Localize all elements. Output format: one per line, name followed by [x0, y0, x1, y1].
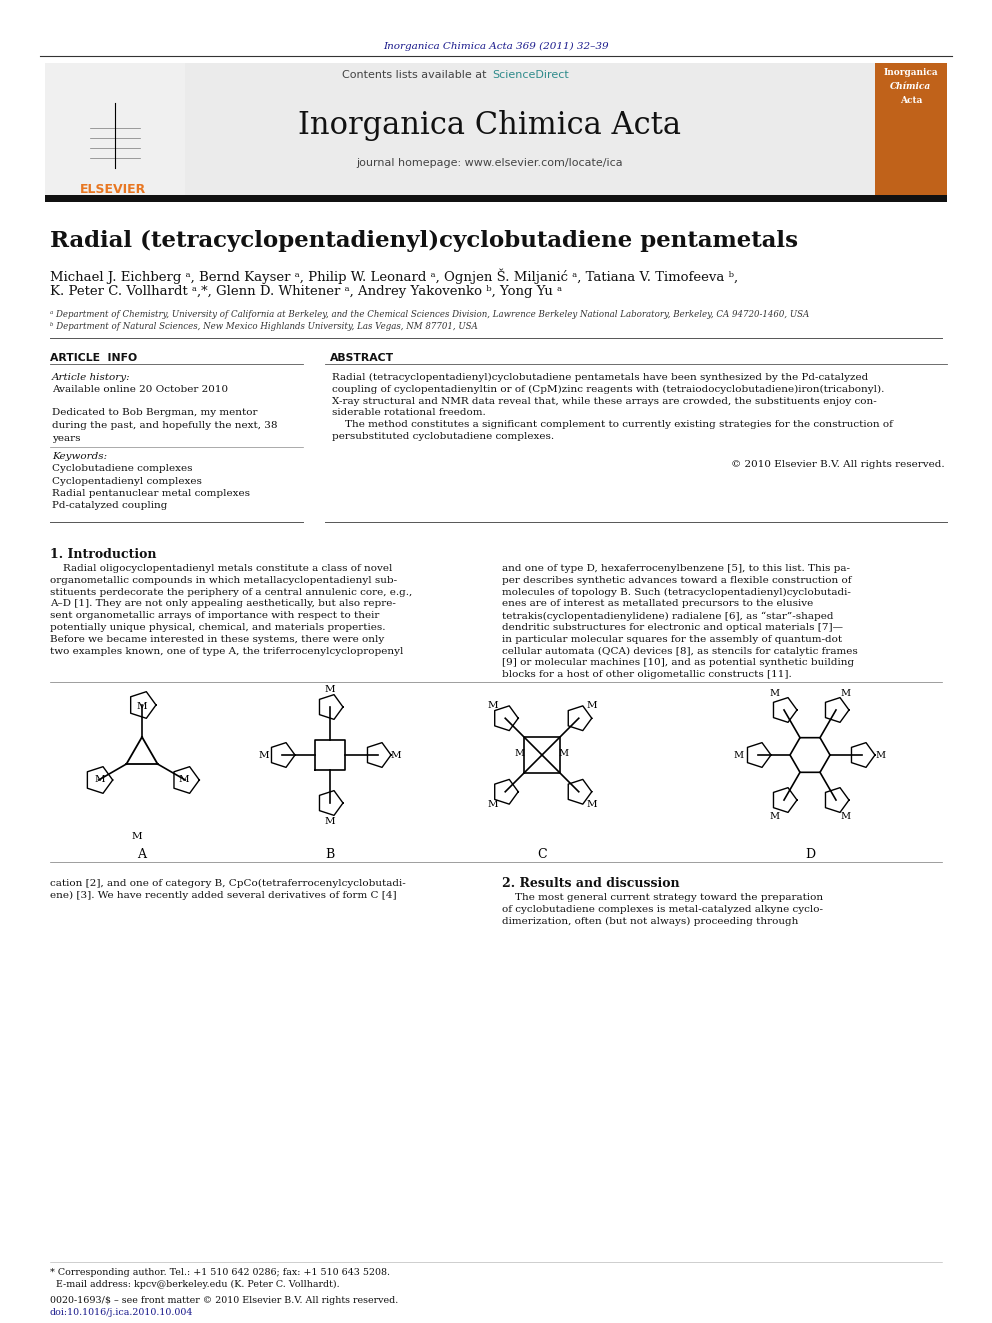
Text: M: M [94, 775, 105, 785]
Text: Michael J. Eichberg ᵃ, Bernd Kayser ᵃ, Philip W. Leonard ᵃ, Ognjen Š. Miljanić ᵃ: Michael J. Eichberg ᵃ, Bernd Kayser ᵃ, P… [50, 269, 738, 283]
Text: dimerization, often (but not always) proceeding through: dimerization, often (but not always) pro… [502, 917, 799, 926]
Text: The method constitutes a significant complement to currently existing strategies: The method constitutes a significant com… [332, 419, 893, 429]
Text: Keywords:: Keywords: [52, 452, 107, 460]
Text: coupling of cyclopentadienyltin or of (CpM)zinc reagents with (tetraiodocyclobut: coupling of cyclopentadienyltin or of (C… [332, 385, 885, 394]
Text: M: M [487, 800, 498, 808]
Text: ARTICLE  INFO: ARTICLE INFO [50, 353, 137, 363]
Text: M: M [259, 750, 269, 759]
Text: Cyclobutadiene complexes: Cyclobutadiene complexes [52, 464, 192, 474]
Text: dendritic substructures for electronic and optical materials [7]—: dendritic substructures for electronic a… [502, 623, 843, 632]
Text: sent organometallic arrays of importance with respect to their: sent organometallic arrays of importance… [50, 611, 379, 620]
Text: Inorganica Chimica Acta: Inorganica Chimica Acta [299, 110, 682, 142]
Text: The most general current strategy toward the preparation: The most general current strategy toward… [502, 893, 823, 902]
Text: Radial (tetracyclopentadienyl)cyclobutadiene pentametals have been synthesized b: Radial (tetracyclopentadienyl)cyclobutad… [332, 373, 868, 382]
Text: in particular molecular squares for the assembly of quantum-dot: in particular molecular squares for the … [502, 635, 842, 644]
Text: Article history:: Article history: [52, 373, 131, 382]
Text: Inorganica Chimica Acta 369 (2011) 32–39: Inorganica Chimica Acta 369 (2011) 32–39 [383, 42, 609, 52]
Text: Contents lists available at: Contents lists available at [342, 70, 490, 79]
Text: ELSEVIER: ELSEVIER [80, 183, 146, 196]
Text: potentially unique physical, chemical, and materials properties.: potentially unique physical, chemical, a… [50, 623, 386, 632]
Text: blocks for a host of other oligometallic constructs [11].: blocks for a host of other oligometallic… [502, 671, 792, 679]
Text: doi:10.1016/j.ica.2010.10.004: doi:10.1016/j.ica.2010.10.004 [50, 1308, 193, 1316]
Text: * Corresponding author. Tel.: +1 510 642 0286; fax: +1 510 643 5208.: * Corresponding author. Tel.: +1 510 642… [50, 1267, 390, 1277]
Text: [9] or molecular machines [10], and as potential synthetic building: [9] or molecular machines [10], and as p… [502, 659, 854, 667]
Text: 1. Introduction: 1. Introduction [50, 548, 157, 561]
Text: cation [2], and one of category B, CpCo(tetraferrocenylcyclobutadi-: cation [2], and one of category B, CpCo(… [50, 878, 406, 888]
Text: M: M [876, 750, 886, 759]
Text: X-ray structural and NMR data reveal that, while these arrays are crowded, the s: X-ray structural and NMR data reveal tha… [332, 397, 877, 406]
Text: K. Peter C. Vollhardt ᵃ,*, Glenn D. Whitener ᵃ, Andrey Yakovenko ᵇ, Yong Yu ᵃ: K. Peter C. Vollhardt ᵃ,*, Glenn D. Whit… [50, 284, 562, 298]
Text: © 2010 Elsevier B.V. All rights reserved.: © 2010 Elsevier B.V. All rights reserved… [731, 460, 945, 468]
Text: M: M [179, 775, 189, 785]
Text: M: M [487, 701, 498, 710]
Text: A–D [1]. They are not only appealing aesthetically, but also repre-: A–D [1]. They are not only appealing aes… [50, 599, 396, 609]
Text: Pd-catalyzed coupling: Pd-catalyzed coupling [52, 501, 168, 511]
Text: journal homepage: www.elsevier.com/locate/ica: journal homepage: www.elsevier.com/locat… [357, 157, 623, 168]
Text: A: A [138, 848, 147, 861]
Text: ᵇ Department of Natural Sciences, New Mexico Highlands University, Las Vegas, NM: ᵇ Department of Natural Sciences, New Me… [50, 321, 478, 331]
Text: 0020-1693/$ – see front matter © 2010 Elsevier B.V. All rights reserved.: 0020-1693/$ – see front matter © 2010 El… [50, 1297, 398, 1304]
Text: M: M [132, 832, 142, 841]
Text: stituents perdecorate the periphery of a central annulenic core, e.g.,: stituents perdecorate the periphery of a… [50, 587, 413, 597]
Text: enes are of interest as metallated precursors to the elusive: enes are of interest as metallated precu… [502, 599, 813, 609]
Text: M: M [586, 800, 597, 808]
Text: M: M [840, 812, 850, 822]
Text: Radial (tetracyclopentadienyl)cyclobutadiene pentametals: Radial (tetracyclopentadienyl)cyclobutad… [50, 230, 799, 253]
Text: molecules of topology B. Such (tetracyclopentadienyl)cyclobutadi-: molecules of topology B. Such (tetracycl… [502, 587, 851, 597]
Text: M: M [515, 749, 525, 758]
Text: M: M [324, 816, 335, 826]
Text: C: C [538, 848, 547, 861]
Text: M: M [137, 701, 148, 710]
Text: D: D [805, 848, 815, 861]
Text: M: M [558, 749, 569, 758]
Text: Radial pentanuclear metal complexes: Radial pentanuclear metal complexes [52, 490, 250, 497]
Text: years: years [52, 434, 80, 443]
Text: Inorganica: Inorganica [884, 67, 938, 77]
Text: tetrakis(cyclopentadienylidene) radialene [6], as “star”-shaped: tetrakis(cyclopentadienylidene) radialen… [502, 611, 833, 620]
Text: siderable rotational freedom.: siderable rotational freedom. [332, 409, 486, 417]
Text: cellular automata (QCA) devices [8], as stencils for catalytic frames: cellular automata (QCA) devices [8], as … [502, 647, 858, 656]
Text: organometallic compounds in which metallacyclopentadienyl sub-: organometallic compounds in which metall… [50, 576, 397, 585]
Bar [45, 64, 880, 194]
Text: B: B [325, 848, 334, 861]
Text: Cyclopentadienyl complexes: Cyclopentadienyl complexes [52, 476, 202, 486]
Text: Chímica: Chímica [891, 82, 931, 91]
Text: Acta: Acta [900, 97, 923, 105]
Text: Before we became interested in these systems, there were only: Before we became interested in these sys… [50, 635, 384, 644]
Text: M: M [840, 689, 850, 699]
Text: of cyclobutadiene complexes is metal-catalyzed alkyne cyclo-: of cyclobutadiene complexes is metal-cat… [502, 905, 823, 914]
Bar [875, 64, 947, 194]
Text: M: M [734, 750, 744, 759]
Text: ScienceDirect: ScienceDirect [492, 70, 568, 79]
Text: M: M [770, 812, 780, 822]
Text: M: M [324, 684, 335, 693]
Text: E-mail address: kpcv@berkeley.edu (K. Peter C. Vollhardt).: E-mail address: kpcv@berkeley.edu (K. Pe… [50, 1279, 339, 1289]
Text: per describes synthetic advances toward a flexible construction of: per describes synthetic advances toward … [502, 576, 851, 585]
Text: ene) [3]. We have recently added several derivatives of form C [4]: ene) [3]. We have recently added several… [50, 890, 397, 900]
Text: Dedicated to Bob Bergman, my mentor: Dedicated to Bob Bergman, my mentor [52, 407, 258, 417]
Text: 2. Results and discussion: 2. Results and discussion [502, 877, 680, 890]
Text: Available online 20 October 2010: Available online 20 October 2010 [52, 385, 228, 394]
Text: M: M [586, 701, 597, 710]
Bar [45, 64, 185, 194]
Text: two examples known, one of type A, the triferrocenylcyclopropenyl: two examples known, one of type A, the t… [50, 647, 404, 656]
Text: persubstituted cyclobutadiene complexes.: persubstituted cyclobutadiene complexes. [332, 431, 555, 441]
Text: ᵃ Department of Chemistry, University of California at Berkeley, and the Chemica: ᵃ Department of Chemistry, University of… [50, 310, 809, 319]
Text: Radial oligocyclopentadienyl metals constitute a class of novel: Radial oligocyclopentadienyl metals cons… [50, 564, 393, 573]
Text: M: M [770, 689, 780, 699]
Text: ABSTRACT: ABSTRACT [330, 353, 394, 363]
Text: M: M [391, 750, 402, 759]
Text: during the past, and hopefully the next, 38: during the past, and hopefully the next,… [52, 421, 278, 430]
Bar [45, 194, 947, 202]
Text: and one of type D, hexaferrocenylbenzene [5], to this list. This pa-: and one of type D, hexaferrocenylbenzene… [502, 564, 850, 573]
